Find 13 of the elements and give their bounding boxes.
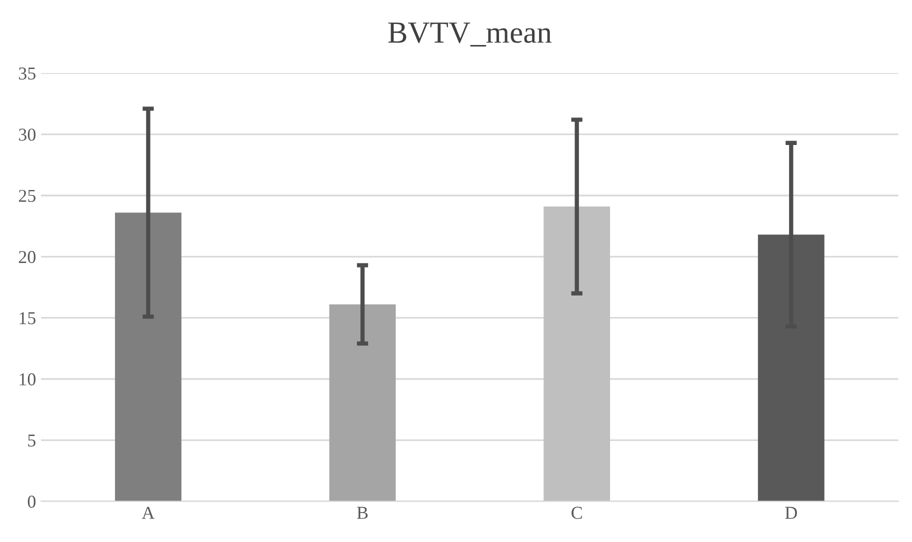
x-tick-label: C (572, 506, 582, 519)
y-tick-label: 30 (18, 128, 36, 141)
x-tick-label: B (357, 506, 368, 519)
y-tick-label: 5 (28, 434, 36, 447)
chart-title: BVTV_mean (388, 22, 552, 47)
x-tick-label: D (785, 506, 797, 519)
x-tick-label: A (142, 506, 155, 519)
y-tick-label: 20 (18, 250, 36, 264)
y-tick-label: 10 (20, 373, 36, 386)
y-tick-label: 15 (20, 312, 36, 324)
y-tick-label: 25 (18, 190, 36, 202)
y-tick-label: 0 (28, 496, 36, 508)
y-tick-label: 35 (18, 67, 36, 80)
